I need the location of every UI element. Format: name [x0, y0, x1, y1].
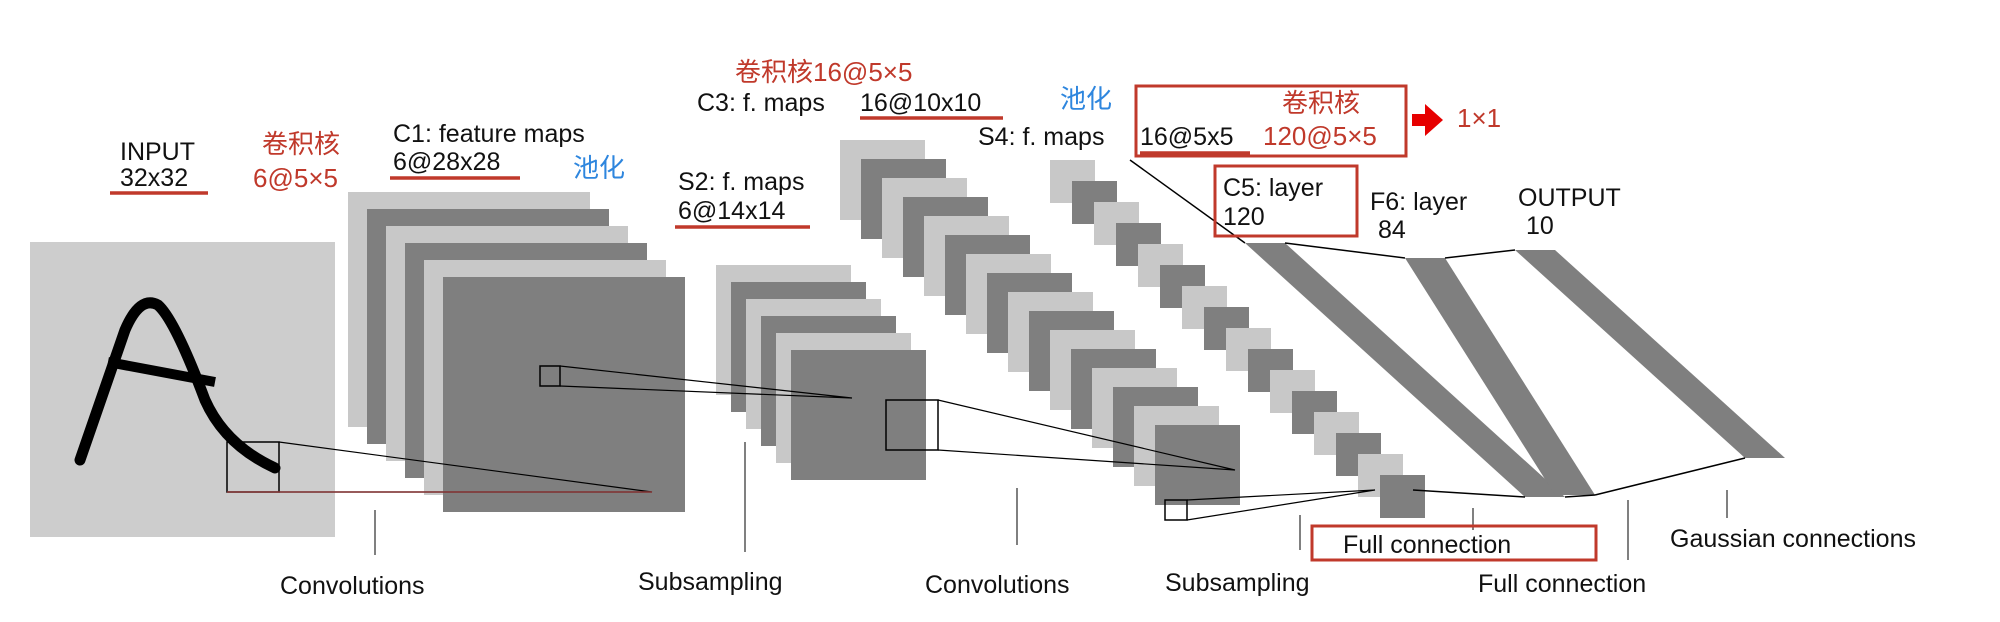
s4-to-c5-line-top — [1129, 159, 1246, 244]
c5-to-f6-line-bottom — [1564, 494, 1596, 498]
right-arrow-icon — [1412, 104, 1443, 136]
input-letter-a-bar — [107, 357, 216, 387]
subsampling-label-1: Subsampling — [638, 568, 783, 596]
c5-layer-band — [1245, 243, 1565, 497]
pool1-label: 池化 — [573, 153, 625, 183]
one-by-one-label: 1×1 — [1457, 103, 1501, 133]
s4-feature-maps — [1050, 160, 1425, 518]
convolutions-label-2: Convolutions — [925, 571, 1070, 599]
kernel2-label: 卷积核16@5×5 — [735, 57, 912, 87]
output-layer-band — [1515, 250, 1785, 458]
output-name-label: OUTPUT — [1518, 184, 1621, 212]
s2-map-6 — [791, 350, 926, 480]
c1-name-label: C1: feature maps — [393, 120, 585, 148]
kernel3-name-label: 卷积核 — [1282, 88, 1360, 118]
s2-receptive-field — [885, 399, 939, 451]
conv2-cone — [937, 399, 1236, 471]
output-size-label: 10 — [1526, 212, 1554, 240]
full-connection-box — [1310, 524, 1598, 562]
pool2-label: 池化 — [1060, 84, 1112, 114]
f6-layer-band — [1405, 258, 1595, 495]
f6-size-label: 84 — [1378, 216, 1406, 244]
convolutions-label-1: Convolutions — [280, 572, 425, 600]
full-connection-boxed-label: Full connection — [1343, 531, 1511, 559]
c1-size-label: 6@28x28 — [393, 148, 500, 176]
c3-size-label: 16@10x10 — [860, 89, 981, 117]
kernel1-name-label: 卷积核 — [262, 129, 340, 159]
c1-map-6 — [443, 277, 685, 512]
kernel3-box — [1134, 84, 1408, 158]
s2-name-label: S2: f. maps — [678, 168, 804, 196]
subsampling-label-2: Subsampling — [1165, 569, 1310, 597]
c3-name-label: C3: f. maps — [697, 89, 825, 117]
kernel3-size-label: 120@5×5 — [1263, 121, 1377, 151]
s2-feature-maps — [716, 265, 926, 480]
c5-name-label: C5: layer — [1223, 174, 1323, 202]
c3-pool-field — [1164, 499, 1188, 521]
full-connection-label: Full connection — [1478, 570, 1646, 598]
f6-to-output-line-top — [1444, 249, 1516, 259]
kernel1-size-label: 6@5×5 — [253, 163, 338, 193]
f6-name-label: F6: layer — [1370, 188, 1467, 216]
sub1-cone — [559, 365, 853, 399]
f6-to-output-line-bottom — [1594, 457, 1746, 496]
sub2-cone — [1186, 489, 1376, 521]
s4-size-label: 16@5x5 — [1140, 123, 1234, 151]
input-name-label: INPUT — [120, 138, 195, 166]
s4-to-c5-line-bottom — [1412, 489, 1526, 498]
s4-name-label: S4: f. maps — [978, 123, 1104, 151]
c3-feature-maps — [840, 140, 1240, 505]
c5-to-f6-line-top — [1284, 242, 1406, 259]
gaussian-connections-label: Gaussian connections — [1670, 525, 1916, 553]
s2-size-label: 6@14x14 — [678, 197, 785, 225]
s4-map-16 — [1380, 475, 1425, 518]
c5-box — [1213, 164, 1359, 238]
c1-feature-maps — [348, 192, 685, 512]
c5-size-label: 120 — [1223, 203, 1265, 231]
c1-pool-field — [539, 365, 561, 387]
input-plane — [30, 242, 335, 537]
input-size-label: 32x32 — [120, 164, 188, 192]
